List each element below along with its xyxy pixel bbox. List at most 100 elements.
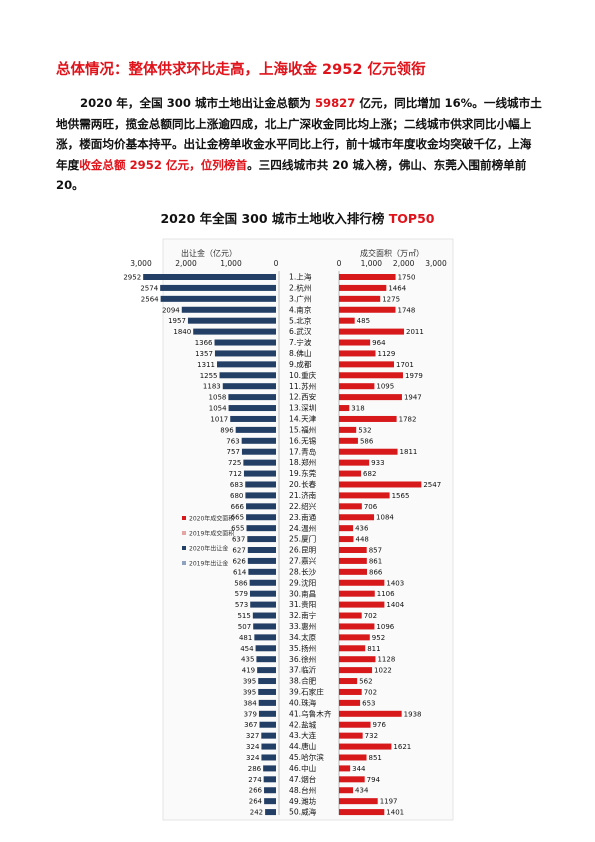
- area-label: 436: [355, 525, 369, 533]
- revenue-bar: [241, 437, 276, 444]
- area-label: 1404: [386, 601, 404, 609]
- revenue-bar: [252, 612, 276, 619]
- revenue-bar: [241, 448, 276, 455]
- revenue-label: 435: [241, 656, 254, 664]
- area-label: 1979: [405, 372, 423, 380]
- city-label: 45.哈尔滨: [289, 752, 324, 762]
- area-label: 682: [363, 470, 376, 478]
- revenue-label: 2952: [123, 274, 141, 282]
- city-label: 2.杭州: [289, 283, 311, 293]
- left-axis-tick: 3,000: [130, 259, 152, 268]
- revenue-bar: [250, 601, 276, 608]
- summary-text-2: 亿元，同比增加 16%。一线城市土地供需两旺，揽金总额同比上涨逾四成，北上广深收…: [56, 96, 542, 172]
- revenue-bar: [249, 590, 276, 597]
- legend-swatch: [182, 516, 186, 520]
- revenue-bar: [253, 623, 276, 630]
- area-bar: [339, 765, 351, 772]
- revenue-label: 379: [244, 710, 257, 718]
- area-bar: [339, 317, 355, 324]
- area-label: 702: [364, 612, 377, 620]
- revenue-bar: [261, 754, 276, 761]
- revenue-label: 367: [244, 721, 257, 729]
- area-label: 1197: [380, 798, 398, 806]
- city-label: 32.南宁: [289, 610, 317, 620]
- revenue-label: 1366: [195, 339, 213, 347]
- city-label: 40.珠海: [289, 697, 317, 707]
- area-bar: [339, 339, 371, 346]
- revenue-bar: [264, 798, 276, 805]
- area-bar: [339, 590, 375, 597]
- revenue-bar: [243, 459, 276, 466]
- legend-label: 2019年成交面积: [189, 530, 234, 538]
- city-label: 34.太原: [289, 632, 317, 642]
- area-label: 732: [365, 732, 378, 740]
- revenue-label: 1311: [197, 361, 215, 369]
- revenue-bar: [181, 306, 276, 313]
- area-label: 434: [355, 787, 369, 795]
- area-bar: [339, 776, 365, 783]
- area-bar: [339, 295, 381, 302]
- city-label: 33.惠州: [289, 621, 316, 631]
- revenue-bar: [228, 405, 276, 412]
- revenue-bar: [222, 383, 276, 390]
- revenue-label: 264: [249, 798, 263, 806]
- revenue-bar: [263, 765, 276, 772]
- area-bar: [339, 361, 394, 368]
- area-label: 1748: [398, 306, 416, 314]
- area-bar: [339, 645, 366, 652]
- revenue-bar: [214, 339, 276, 346]
- summary-paragraph: 2020 年，全国 300 城市土地出让金总额为 59827 亿元，同比增加 1…: [56, 93, 542, 196]
- area-label: 706: [364, 503, 378, 511]
- area-bar: [339, 437, 358, 444]
- area-label: 1022: [374, 667, 392, 675]
- area-bar: [339, 798, 378, 805]
- legend-label: 2019年出让金: [189, 560, 228, 568]
- revenue-bar: [258, 710, 276, 717]
- revenue-label: 680: [230, 492, 243, 500]
- area-label: 1129: [378, 350, 396, 358]
- revenue-bar: [261, 743, 276, 750]
- area-label: 1621: [393, 743, 411, 751]
- area-label: 1464: [388, 284, 406, 292]
- city-label: 18.郑州: [289, 457, 316, 467]
- city-label: 41.乌鲁木齐: [289, 708, 332, 718]
- revenue-bar: [187, 317, 276, 324]
- city-label: 27.嘉兴: [289, 556, 317, 566]
- revenue-bar: [259, 721, 276, 728]
- area-label: 344: [352, 765, 366, 773]
- area-bar: [339, 732, 363, 739]
- city-label: 30.南昌: [289, 588, 316, 598]
- area-bar: [339, 470, 362, 477]
- area-bar: [339, 492, 390, 499]
- revenue-label: 626: [232, 557, 246, 565]
- city-label: 35.扬州: [289, 643, 316, 653]
- area-bar: [339, 667, 373, 674]
- area-bar: [339, 787, 354, 794]
- area-label: 1701: [396, 361, 414, 369]
- city-label: 22.绍兴: [289, 501, 317, 511]
- area-bar: [339, 557, 367, 564]
- revenue-label: 1054: [209, 405, 227, 413]
- legend-label: 2020年成交面积: [189, 515, 234, 523]
- revenue-label: 454: [240, 645, 254, 653]
- right-axis-tick: 2,000: [393, 259, 415, 268]
- revenue-label: 286: [248, 765, 262, 773]
- city-label: 12.西安: [289, 392, 317, 402]
- area-label: 1565: [392, 492, 410, 500]
- area-bar: [339, 754, 367, 761]
- area-label: 562: [359, 678, 372, 686]
- revenue-bar: [160, 284, 276, 291]
- revenue-label: 419: [242, 667, 255, 675]
- revenue-bar: [193, 328, 276, 335]
- summary-shanghai-highlight: 收金总额 2952 亿元，位列榜首: [79, 157, 248, 172]
- revenue-bar: [263, 776, 276, 783]
- area-label: 586: [360, 437, 374, 445]
- area-bar: [339, 284, 387, 291]
- area-bar: [339, 612, 362, 619]
- area-bar: [339, 601, 385, 608]
- left-axis-tick: 1,000: [220, 259, 242, 268]
- revenue-label: 614: [233, 568, 247, 576]
- revenue-label: 1357: [195, 350, 213, 358]
- city-label: 48.台州: [289, 785, 316, 795]
- area-label: 1128: [377, 656, 395, 664]
